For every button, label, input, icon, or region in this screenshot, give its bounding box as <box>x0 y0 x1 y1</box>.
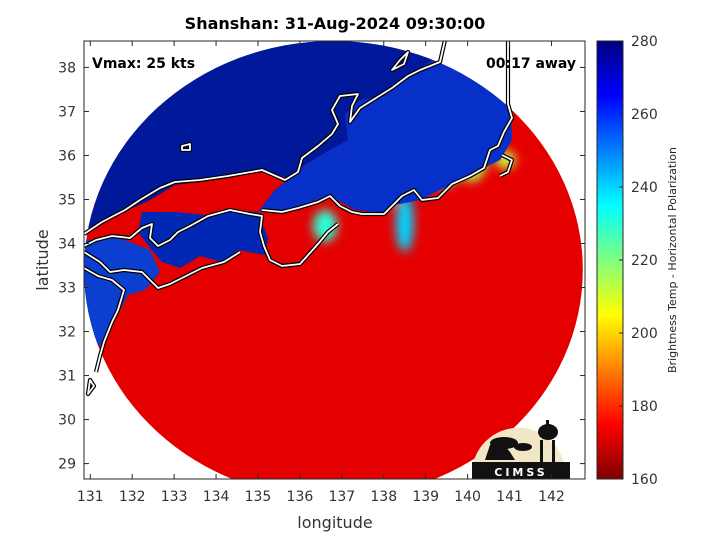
colorbar-tick-label: 220 <box>631 253 658 269</box>
x-tick-label: 135 <box>245 489 272 505</box>
colorbar-tick-label: 160 <box>631 472 658 488</box>
y-tick-label: 33 <box>58 281 76 297</box>
y-tick-label: 34 <box>58 236 76 252</box>
chart-title: Shanshan: 31-Aug-2024 09:30:00 <box>185 14 486 33</box>
colorbar-tick-label: 180 <box>631 399 658 415</box>
x-tick-label: 138 <box>370 489 397 505</box>
colorbar-tick-label: 280 <box>631 34 658 50</box>
colorbar-tick-label: 260 <box>631 107 658 123</box>
feature-cell-kii <box>313 209 338 242</box>
colorbar-tick-label: 200 <box>631 326 658 342</box>
y-tick-label: 29 <box>58 457 76 473</box>
y-axis: 29 30 31 32 33 34 35 36 37 38 <box>58 60 585 473</box>
x-tick-label: 141 <box>496 489 523 505</box>
x-tick-label: 133 <box>161 489 188 505</box>
x-tick-label: 140 <box>454 489 481 505</box>
colorbar-axis: 160 180 200 220 240 260 280 <box>619 34 658 488</box>
x-axis: 131 132 133 134 135 136 137 138 139 140 141 142 <box>77 41 565 505</box>
colorbar <box>596 40 624 480</box>
colorbar-tick-label: 240 <box>631 180 658 196</box>
x-tick-label: 134 <box>203 489 230 505</box>
y-tick-label: 30 <box>58 413 76 429</box>
y-tick-label: 35 <box>58 192 76 208</box>
x-axis-label: longitude <box>297 513 372 532</box>
x-tick-label: 136 <box>287 489 314 505</box>
logo-text: CIMSS <box>494 466 547 479</box>
cimss-logo: CIMSS <box>471 420 570 479</box>
y-tick-label: 36 <box>58 148 76 164</box>
x-tick-label: 132 <box>119 489 146 505</box>
y-tick-label: 38 <box>58 60 76 76</box>
x-tick-label: 139 <box>412 489 439 505</box>
feature-band-izu <box>395 195 414 252</box>
y-axis-label: latitude <box>33 229 52 290</box>
x-tick-label: 137 <box>328 489 355 505</box>
coastline-shapes <box>84 41 512 360</box>
colorbar-label: Brightness Temp - Horizontal Polarizatio… <box>666 147 679 373</box>
y-tick-label: 32 <box>58 325 76 341</box>
vmax-annotation: Vmax: 25 kts <box>92 56 195 72</box>
axes-frame <box>83 40 586 480</box>
y-tick-label: 37 <box>58 104 76 120</box>
time-away-annotation: 00:17 away <box>486 56 576 72</box>
y-tick-label: 31 <box>58 369 76 385</box>
x-tick-label: 131 <box>77 489 104 505</box>
x-tick-label: 142 <box>538 489 565 505</box>
